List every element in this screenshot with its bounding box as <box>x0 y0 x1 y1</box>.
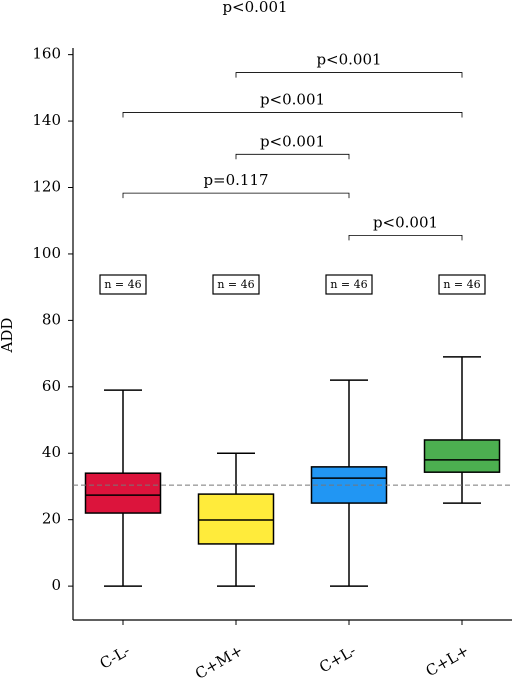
y-tick-label: 40 <box>42 443 61 461</box>
significance-bracket <box>122 192 350 199</box>
n-label: n = 46 <box>443 278 480 291</box>
y-tick-label: 0 <box>51 576 61 594</box>
n-label-box <box>99 274 147 295</box>
x-tick-label: C+L- <box>316 641 359 676</box>
n-label: n = 46 <box>217 278 254 291</box>
p-value-label: p<0.001 <box>260 132 325 150</box>
y-tick-label: 60 <box>42 377 61 395</box>
y-tick-label: 20 <box>42 510 61 528</box>
p-value-label: p<0.001 <box>373 213 438 231</box>
x-tick-label: C+L+ <box>423 641 472 680</box>
y-tick-label: 120 <box>32 178 61 196</box>
significance-bracket <box>122 112 463 118</box>
p-value-label: p<0.001 <box>260 90 325 108</box>
x-tick-label: C-L- <box>97 641 133 672</box>
box <box>84 472 162 514</box>
y-tick-label: 160 <box>32 45 61 63</box>
significance-bracket <box>235 153 350 160</box>
n-label-box <box>212 274 260 295</box>
x-tick-label: C+M+ <box>192 641 246 680</box>
y-tick-label: 80 <box>42 310 61 328</box>
significance-bracket <box>348 234 463 241</box>
n-label: n = 46 <box>104 278 141 291</box>
y-tick-label: 140 <box>32 111 61 129</box>
n-label-box <box>438 274 486 295</box>
y-tick-label: 100 <box>32 244 61 262</box>
chart-title: p<0.001 <box>222 0 287 16</box>
y-axis-label: ADD <box>0 318 16 354</box>
n-label: n = 46 <box>330 278 367 291</box>
p-value-label: p=0.117 <box>203 171 268 189</box>
significance-bracket <box>235 72 463 78</box>
p-value-label: p<0.001 <box>316 51 381 69</box>
box <box>197 493 275 545</box>
box <box>423 439 501 473</box>
n-label-box <box>325 274 373 295</box>
